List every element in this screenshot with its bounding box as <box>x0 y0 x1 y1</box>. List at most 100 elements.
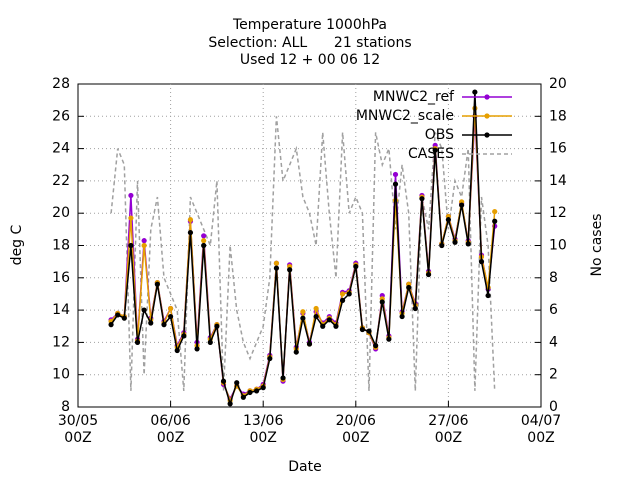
point <box>187 229 194 236</box>
point <box>425 271 432 278</box>
point <box>128 192 134 199</box>
y2-tick-label: 14 <box>549 173 567 189</box>
y2-tick-label: 0 <box>549 399 558 415</box>
point <box>432 147 438 153</box>
point <box>214 323 220 329</box>
point <box>478 259 485 265</box>
point <box>121 315 127 321</box>
point <box>379 299 385 305</box>
point <box>201 242 207 249</box>
point <box>154 281 160 287</box>
point <box>187 217 194 223</box>
legend-label: MNWC2_ref <box>373 89 455 105</box>
grid <box>78 84 541 407</box>
point <box>293 349 299 355</box>
point <box>373 343 379 349</box>
y2-tick-label: 8 <box>549 270 558 286</box>
point <box>267 355 273 362</box>
y-tick-label: 14 <box>52 302 70 318</box>
point <box>465 241 471 247</box>
x-tick-label: 27/06 00Z <box>428 413 469 446</box>
point <box>227 401 233 407</box>
point <box>108 322 114 328</box>
point <box>201 233 207 239</box>
y-tick-label: 26 <box>52 108 70 124</box>
y-tick-label: 22 <box>52 173 70 189</box>
point <box>273 265 280 271</box>
point <box>399 313 405 320</box>
point <box>313 313 319 320</box>
point <box>406 284 412 291</box>
point <box>339 297 346 304</box>
point <box>161 322 167 328</box>
point <box>359 326 366 333</box>
x-tick-label: 13/06 00Z <box>243 413 284 446</box>
point <box>168 305 174 312</box>
y2-tick-label: 12 <box>549 205 567 221</box>
point <box>412 305 418 312</box>
y2-tick-label: 20 <box>549 76 567 92</box>
point <box>313 305 319 312</box>
y2-axis-label: No cases <box>589 214 605 277</box>
point <box>181 333 187 339</box>
title-line: Temperature 1000hPa <box>232 17 387 33</box>
y-tick-label: 16 <box>52 270 70 286</box>
x-tick-label: 04/07 00Z <box>520 413 562 446</box>
point <box>201 238 207 244</box>
point <box>134 339 141 345</box>
legend-marker <box>484 132 490 138</box>
point <box>326 317 332 323</box>
point <box>220 378 227 384</box>
point <box>445 217 451 223</box>
point <box>346 291 352 297</box>
series-line <box>110 116 496 391</box>
point <box>472 89 478 95</box>
point <box>128 242 134 249</box>
y2-tick-label: 10 <box>549 238 567 254</box>
y-tick-label: 20 <box>52 205 70 221</box>
y2-tick-label: 18 <box>549 108 567 124</box>
point <box>492 218 498 224</box>
point <box>320 323 326 329</box>
point <box>174 347 180 354</box>
point <box>392 171 399 178</box>
legend-label: OBS <box>425 127 454 143</box>
legend-label: CASES <box>408 146 454 162</box>
legend-label: MNWC2_scale <box>356 108 454 124</box>
y-tick-label: 28 <box>52 76 70 92</box>
point <box>353 263 359 270</box>
point <box>141 307 147 313</box>
point <box>280 375 286 381</box>
point <box>333 323 339 329</box>
point <box>492 208 498 215</box>
x-tick-label: 30/05 00Z <box>57 413 99 446</box>
point <box>306 341 313 347</box>
point <box>300 315 306 321</box>
plot-frame <box>77 83 542 408</box>
point <box>459 202 465 208</box>
point <box>439 242 445 249</box>
point <box>253 388 260 394</box>
y2-tick-label: 16 <box>549 141 567 157</box>
point <box>287 267 293 273</box>
legend-marker <box>484 113 490 119</box>
point <box>168 313 174 320</box>
point <box>419 196 425 202</box>
y-tick-label: 12 <box>52 334 70 350</box>
point <box>339 291 346 297</box>
y2-tick-label: 2 <box>549 367 558 383</box>
title-line: Used 12 + 00 06 12 <box>240 52 380 68</box>
point <box>485 292 491 299</box>
point <box>300 309 306 315</box>
point <box>148 320 154 326</box>
y-tick-label: 18 <box>52 238 70 254</box>
y-tick-label: 8 <box>61 399 70 415</box>
point <box>128 215 134 221</box>
point <box>141 238 147 244</box>
y-tick-label: 24 <box>52 141 70 157</box>
point <box>115 312 121 318</box>
point <box>392 181 399 187</box>
y2-tick-label: 4 <box>549 334 558 350</box>
point <box>452 239 458 245</box>
